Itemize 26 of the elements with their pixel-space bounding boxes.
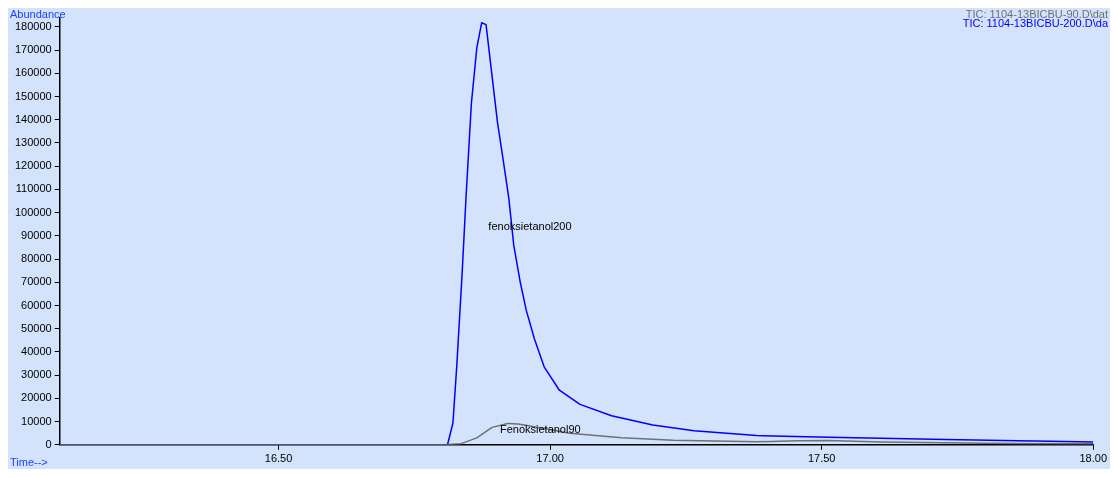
y-tick-label: 10000: [21, 414, 52, 427]
x-tick-label: 17.50: [807, 452, 836, 465]
y-tick-label: 100000: [14, 205, 52, 218]
y-tick-label: 60000: [21, 298, 52, 311]
y-tick-label: 150000: [14, 89, 52, 102]
y-tick-label: 170000: [14, 43, 52, 56]
x-tick-label: 17.00: [536, 452, 564, 465]
y-tick-label: 70000: [21, 275, 52, 288]
y-tick-label: 30000: [21, 368, 52, 381]
y-tick-label: 110000: [15, 182, 52, 195]
y-tick-label: 130000: [14, 136, 52, 149]
y-tick-label: 20000: [21, 391, 52, 404]
y-tick-label: 140000: [14, 112, 52, 125]
y-tick-label: 90000: [21, 228, 52, 241]
y-tick-label: 80000: [21, 252, 52, 265]
y-tick-label: 180000: [14, 19, 52, 32]
x-tick-label: 16.50: [264, 452, 293, 465]
y-tick-label: 0: [45, 437, 52, 450]
x-tick-label: 18.00: [1079, 452, 1107, 465]
y-axis-title: Abundance: [10, 7, 66, 20]
y-tick-label: 50000: [21, 321, 52, 334]
y-tick-label: 40000: [21, 344, 52, 357]
x-axis-title: Time-->: [10, 455, 48, 468]
text: TIC: 1104-13BICBU-90.D\dat: [965, 7, 1108, 20]
y-tick-label: 160000: [14, 66, 52, 79]
y-tick-label: 120000: [14, 159, 52, 172]
